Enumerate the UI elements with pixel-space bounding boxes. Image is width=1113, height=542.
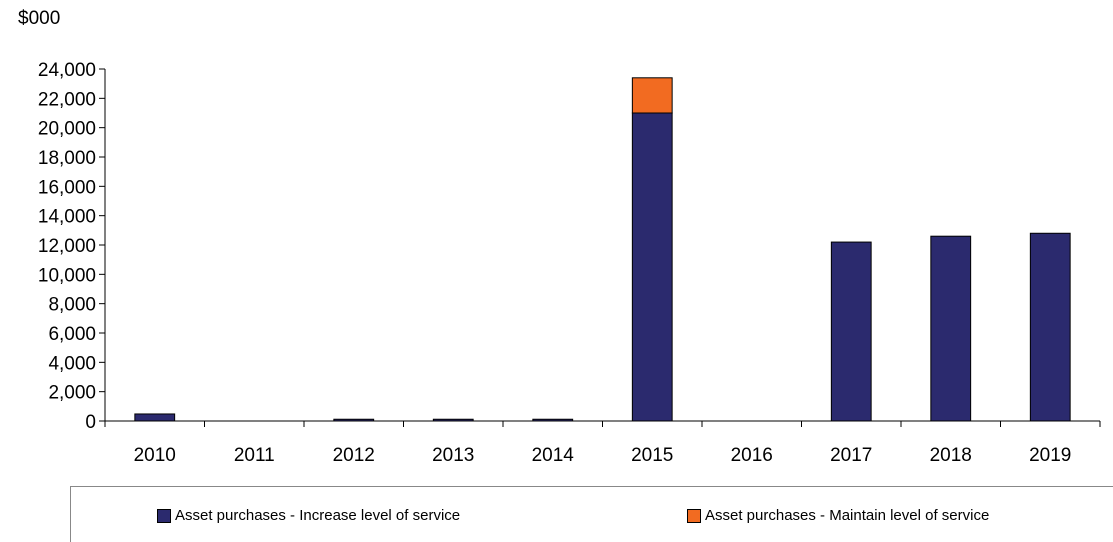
legend-swatch-increase	[157, 509, 171, 523]
legend-item-maintain: Asset purchases - Maintain level of serv…	[687, 507, 989, 524]
chart: $000 0 2,000 4,000 6,000 8,000 10,000 12,000 14…	[0, 0, 1113, 486]
y-tick-label: 16,000	[38, 177, 96, 198]
x-tick-label: 2018	[930, 445, 972, 466]
bar-increase-2014	[533, 419, 573, 421]
bar-increase-2013	[433, 419, 473, 421]
legend-label-increase: Asset purchases - Increase level of serv…	[175, 507, 460, 524]
y-tick-label: 18,000	[38, 148, 96, 169]
y-tick-label: 14,000	[38, 207, 96, 228]
bars	[135, 78, 1070, 421]
legend-swatch-maintain	[687, 509, 701, 523]
bar-increase-2015	[632, 113, 672, 421]
y-tick-label: 22,000	[38, 89, 96, 110]
y-tick-label: 10,000	[38, 265, 96, 286]
y-tick-label: 20,000	[38, 119, 96, 140]
y-unit-label: $000	[18, 8, 60, 29]
x-tick-label: 2016	[731, 445, 773, 466]
legend-item-increase: Asset purchases - Increase level of serv…	[157, 507, 460, 524]
x-tick-label: 2015	[631, 445, 673, 466]
y-tick-label: 12,000	[38, 236, 96, 257]
x-tick-label: 2017	[830, 445, 872, 466]
bar-increase-2010	[135, 414, 175, 421]
bar-increase-2019	[1030, 233, 1070, 421]
bar-increase-2018	[931, 236, 971, 421]
x-tick-label: 2019	[1029, 445, 1071, 466]
x-tick-label: 2013	[432, 445, 474, 466]
x-tick-label: 2012	[333, 445, 375, 466]
bar-increase-2017	[831, 242, 871, 421]
legend-label-maintain: Asset purchases - Maintain level of serv…	[705, 507, 989, 524]
y-tick-label: 0	[85, 412, 96, 433]
y-tick-label: 4,000	[48, 353, 96, 374]
y-tick-label: 24,000	[38, 60, 96, 81]
x-tick-label: 2010	[134, 445, 176, 466]
x-tick-label: 2014	[532, 445, 575, 466]
bar-maintain-2015	[632, 78, 672, 113]
y-tick-label: 8,000	[48, 295, 96, 316]
x-tick-label: 2011	[234, 445, 275, 466]
x-axis: 2010 2011 2012 2013 2014 2015 2016 2017 2018 2019	[105, 421, 1100, 466]
y-tick-label: 6,000	[48, 324, 96, 345]
bar-increase-2012	[334, 419, 374, 421]
legend: Asset purchases - Increase level of serv…	[70, 486, 1113, 542]
y-axis: 0 2,000 4,000 6,000 8,000 10,000 12,000 14,000 1…	[38, 60, 105, 433]
y-tick-label: 2,000	[48, 383, 96, 404]
